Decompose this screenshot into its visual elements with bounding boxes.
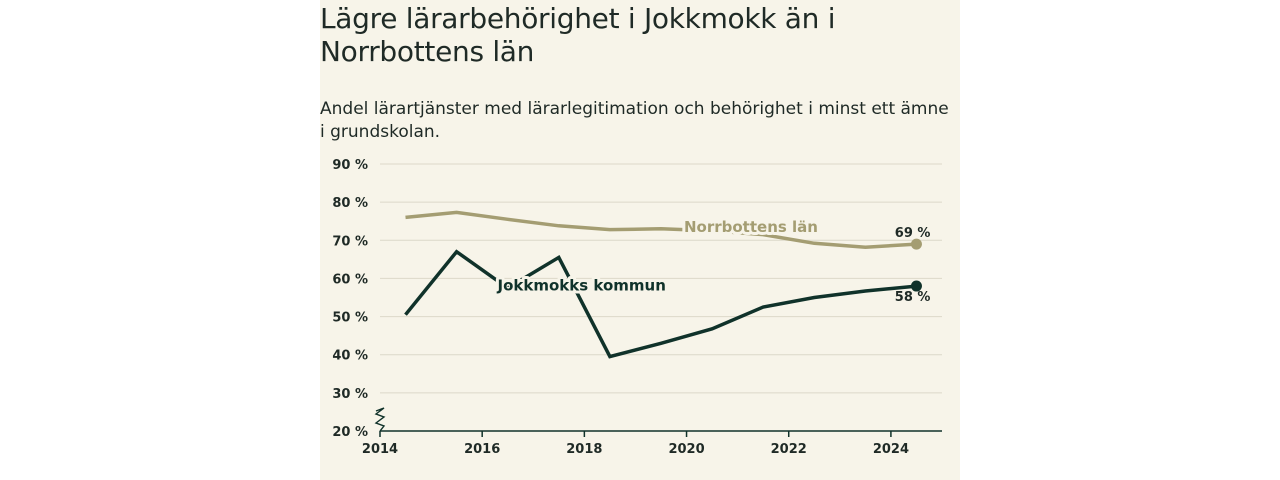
series-end-label: 58 % <box>895 290 931 305</box>
x-tick-label: 2022 <box>771 442 807 457</box>
y-tick-label: 70 % <box>332 234 368 249</box>
series-end-marker <box>910 280 922 292</box>
y-tick-label: 90 % <box>332 158 368 173</box>
y-tick-label: 40 % <box>332 349 368 364</box>
y-tick-label: 20 % <box>332 425 368 440</box>
line-chart: 20 %30 %40 %50 %60 %70 %80 %90 % 2014 201… <box>332 158 942 457</box>
y-tick-label: 80 % <box>332 196 368 211</box>
chart-subtitle: Andel lärartjänster med lärarlegitimatio… <box>320 99 949 142</box>
series-line-0 <box>405 210 917 249</box>
y-tick-label: 30 % <box>332 387 368 402</box>
x-tick-label: 2020 <box>668 442 704 457</box>
x-tick-label: 2024 <box>873 442 909 457</box>
gridlines <box>380 163 942 394</box>
series-end-marker <box>910 238 922 250</box>
series-lines <box>404 210 922 359</box>
x-tick-label: 2018 <box>566 442 602 457</box>
x-tick-label: 2016 <box>464 442 500 457</box>
series-name-halo: Jokkmokks kommun <box>497 277 666 295</box>
y-tick-label: 60 % <box>332 272 368 287</box>
y-tick-label: 50 % <box>332 311 368 326</box>
series-name-label: Norrbottens län <box>684 218 818 236</box>
y-axis-ticks: 20 % 30 % 40 % 50 % 60 % 70 % 80 % 90 % <box>332 158 368 440</box>
axis-break-icon <box>374 407 386 432</box>
series-line-1 <box>404 249 917 359</box>
chart-card: Lägre lärarbehörighet i Jokkmokk än i No… <box>320 0 960 480</box>
series-name-halo: Norrbottens län <box>684 218 818 236</box>
series-end-label: 69 % <box>895 226 931 241</box>
series-name-label: Jokkmokks kommun <box>497 277 666 295</box>
chart-title: Lägre lärarbehörighet i Jokkmokk än i No… <box>320 2 836 68</box>
x-tick-label: 2014 <box>362 442 398 457</box>
x-axis: 2014 2016 2018 2020 2022 2024 <box>362 407 942 457</box>
